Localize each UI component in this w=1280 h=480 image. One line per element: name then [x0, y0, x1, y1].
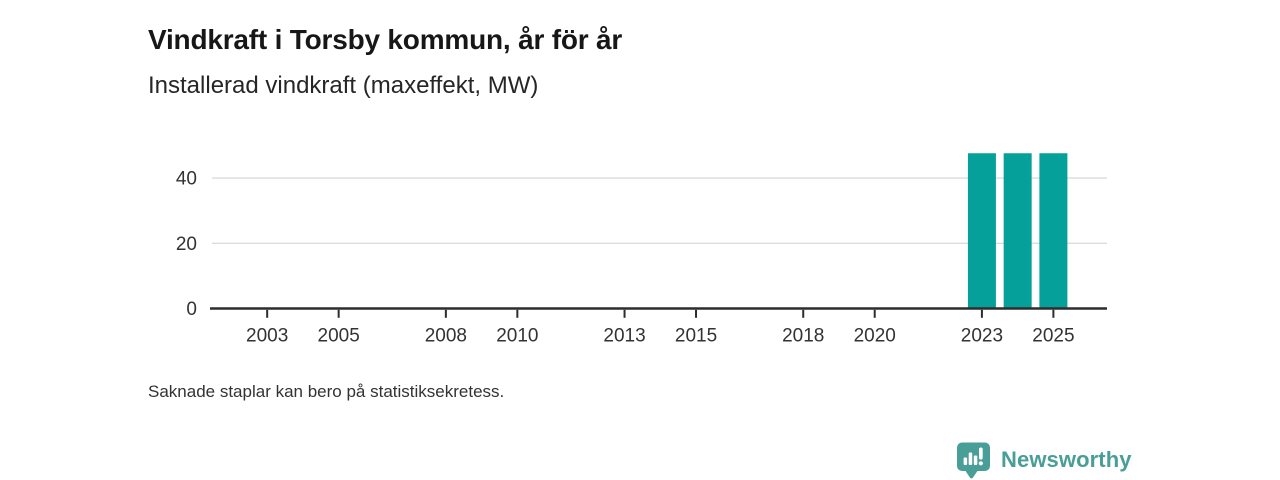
chart-subtitle: Installerad vindkraft (maxeffekt, MW): [148, 72, 539, 99]
chart-footnote: Saknade staplar kan bero på statistiksek…: [148, 382, 505, 401]
x-axis-label-2010: 2010: [496, 326, 538, 347]
x-axis-label-2015: 2015: [675, 326, 717, 347]
x-axis-label-2025: 2025: [1032, 326, 1074, 347]
y-axis-label-0: 0: [186, 299, 197, 320]
newsworthy-logo-icon: [957, 442, 990, 479]
x-axis-label-2008: 2008: [425, 326, 467, 347]
x-axis-label-2013: 2013: [603, 326, 645, 347]
x-axis-label-2023: 2023: [961, 326, 1003, 347]
newsworthy-branding: Newsworthy: [955, 441, 1132, 479]
bar-2023: [967, 153, 996, 309]
bar-2024: [1003, 153, 1032, 309]
x-axis-label-2005: 2005: [318, 326, 360, 347]
x-axis-label-2018: 2018: [782, 326, 824, 347]
y-axis-label-40: 40: [176, 169, 197, 190]
newsworthy-wordmark: Newsworthy: [1001, 447, 1132, 472]
bar-2025: [1039, 153, 1068, 309]
x-axis-label-2020: 2020: [854, 326, 896, 347]
chart-title: Vindkraft i Torsby kommun, år för år: [148, 23, 623, 55]
y-axis-label-20: 20: [176, 234, 197, 255]
x-axis-label-2003: 2003: [246, 326, 288, 347]
